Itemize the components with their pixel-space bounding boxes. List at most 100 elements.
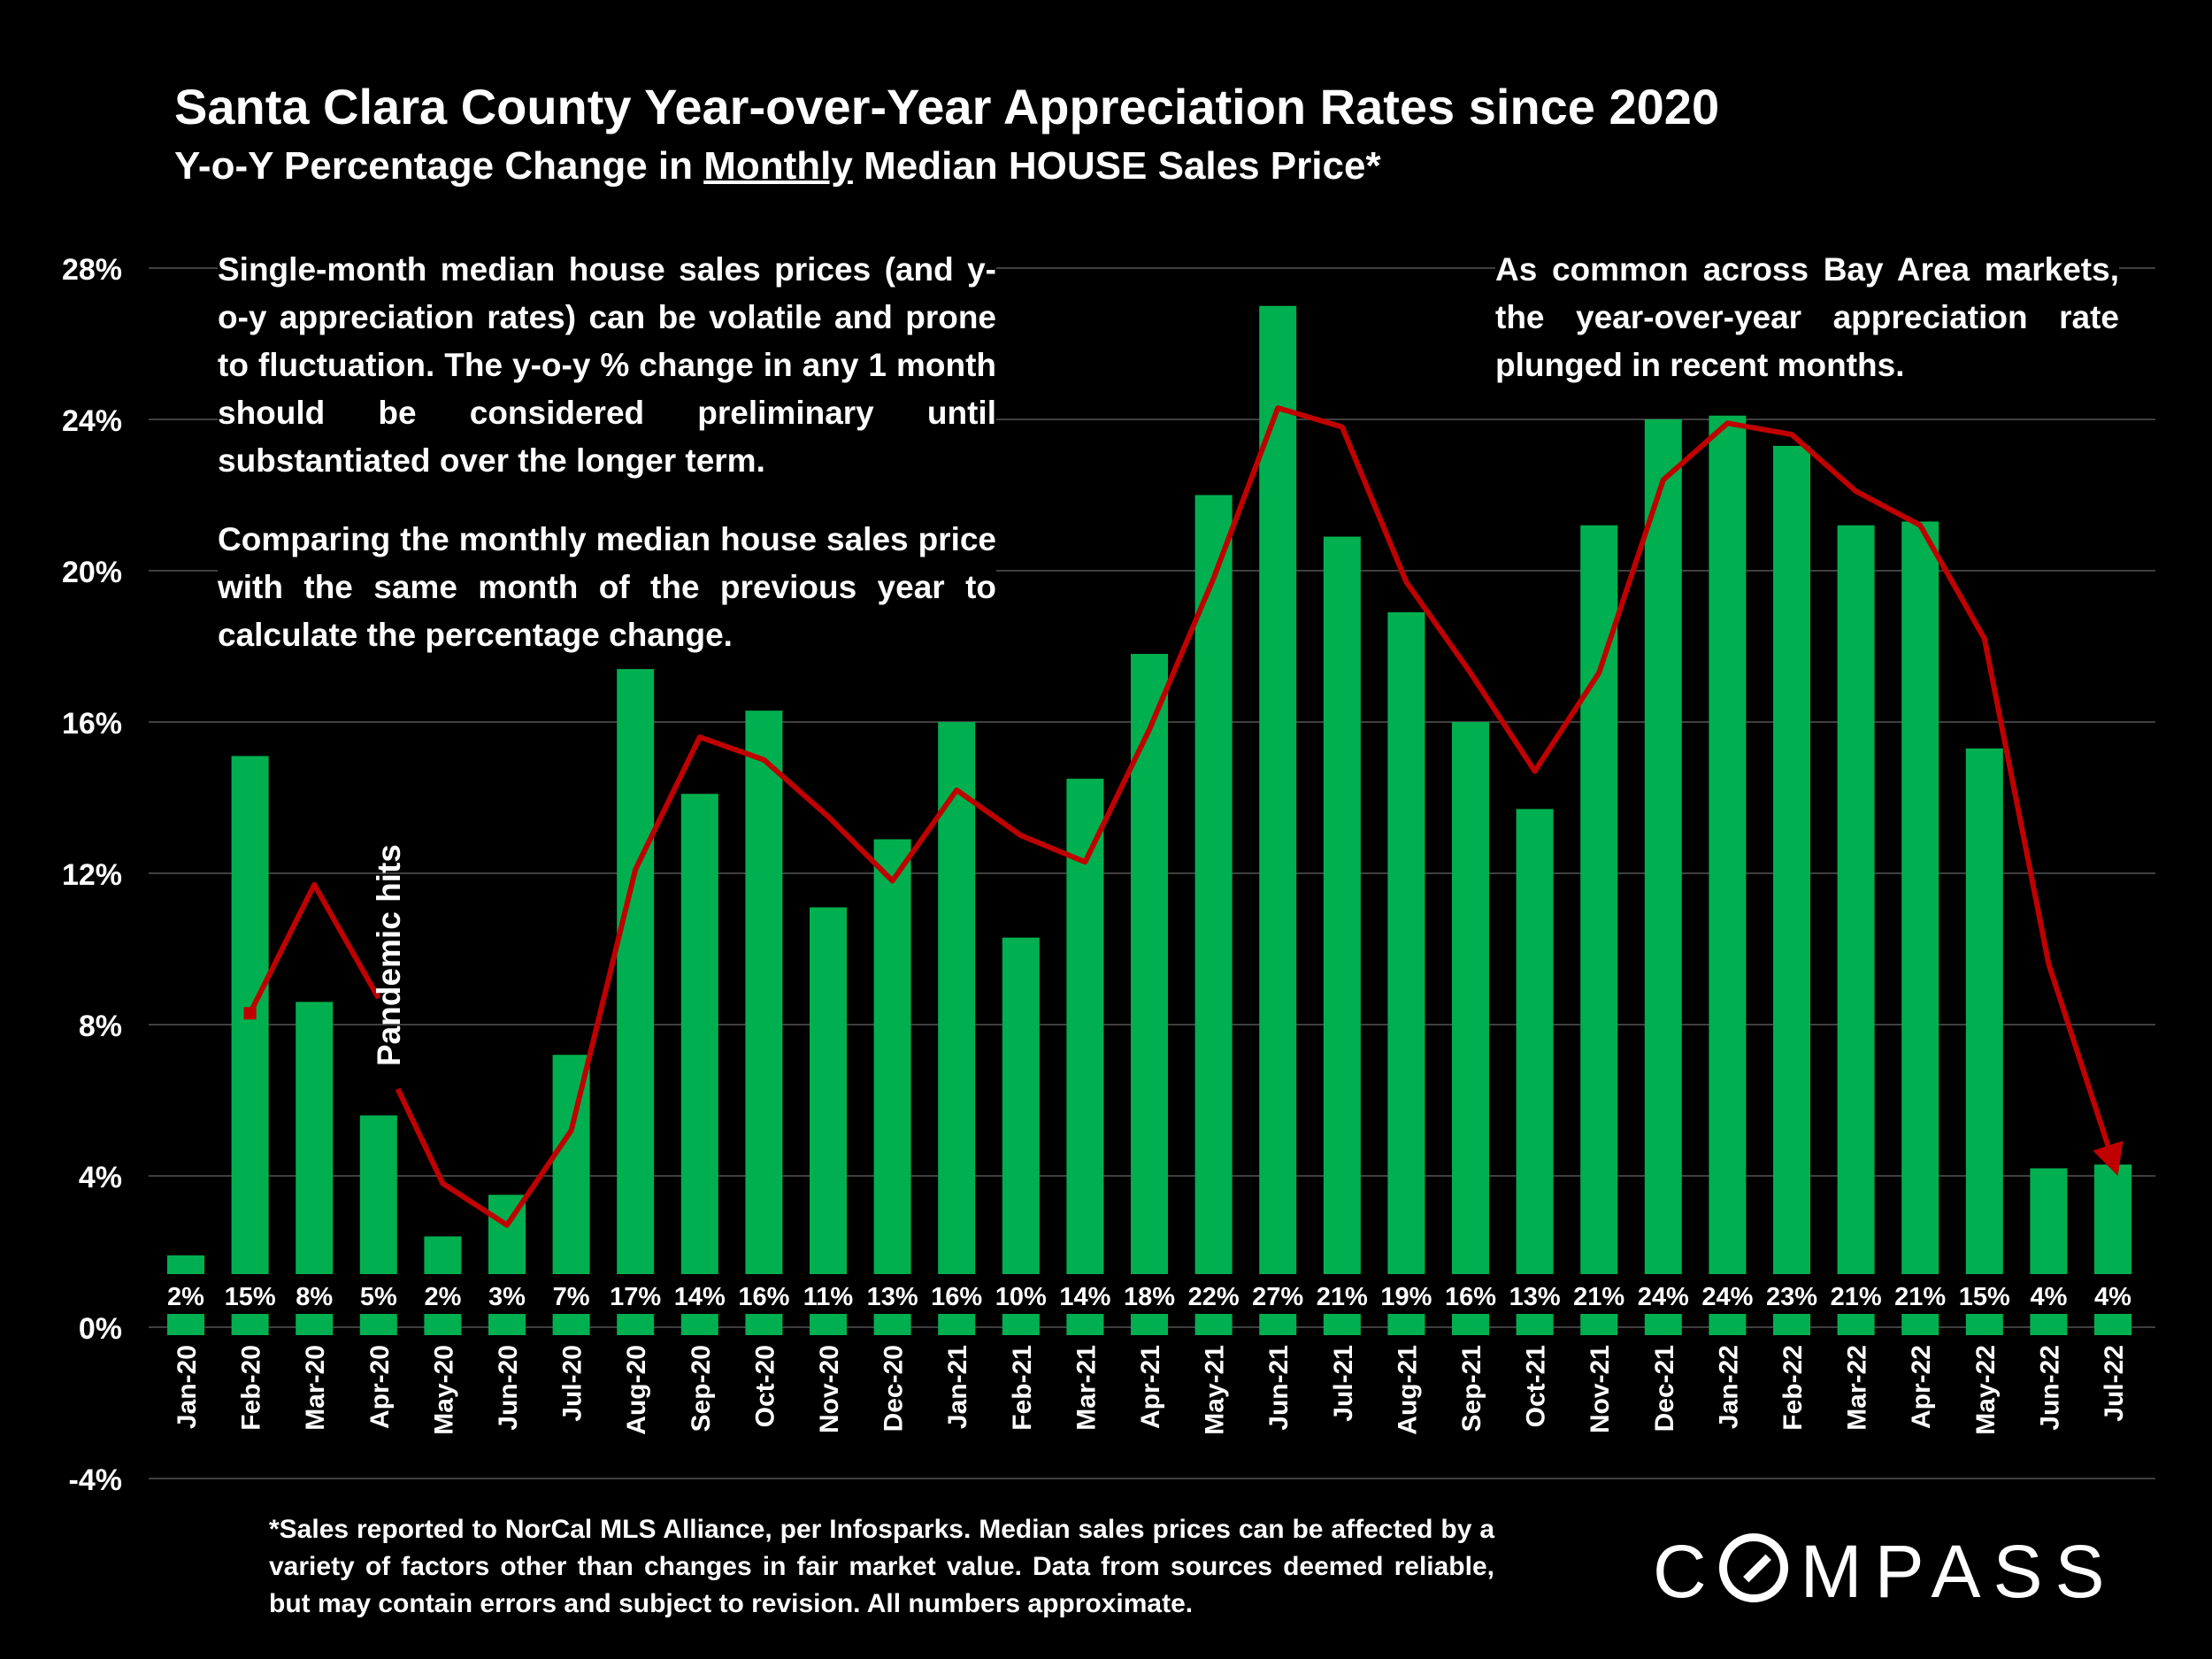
- x-tick-label: Dec-20: [879, 1345, 909, 1432]
- bar: [617, 669, 655, 1327]
- y-tick-label: 12%: [62, 858, 122, 892]
- bar-base: [1709, 1327, 1747, 1335]
- bar-base: [1387, 1327, 1425, 1335]
- x-tick-label: Jan-22: [1714, 1345, 1743, 1429]
- bar-base: [1773, 1327, 1810, 1335]
- data-label: 2%: [424, 1283, 461, 1311]
- bar: [1965, 748, 2003, 1327]
- y-tick-label: 20%: [62, 556, 122, 589]
- bar: [1901, 521, 1939, 1327]
- x-tick-label: Feb-20: [237, 1345, 266, 1431]
- bar-base: [938, 1327, 976, 1335]
- x-tick-label: Mar-20: [301, 1345, 330, 1431]
- x-tick-label: Nov-21: [1586, 1345, 1615, 1433]
- bar: [1516, 809, 1554, 1327]
- y-tick-label: 8%: [79, 1010, 122, 1043]
- data-label: 4%: [2030, 1283, 2067, 1311]
- data-label: 16%: [1445, 1283, 1496, 1311]
- data-label: 17%: [610, 1283, 661, 1311]
- x-tick-label: Feb-21: [1008, 1345, 1037, 1431]
- x-tick-label: May-22: [1971, 1345, 2001, 1435]
- bay-area-note: As common across Bay Area markets, the y…: [1495, 246, 2119, 389]
- bar: [810, 907, 847, 1327]
- x-tick-label: Nov-20: [815, 1345, 844, 1433]
- subtitle-emphasis: Monthly: [703, 144, 853, 188]
- data-label: 13%: [1509, 1283, 1561, 1311]
- x-tick-label: Jun-21: [1264, 1345, 1294, 1431]
- chart-title: Santa Clara County Year-over-Year Apprec…: [174, 79, 1720, 134]
- bar: [1066, 779, 1104, 1327]
- x-tick-label: Apr-22: [1907, 1345, 1936, 1429]
- bar-base: [167, 1327, 204, 1335]
- data-label: 21%: [1831, 1283, 1882, 1311]
- bar-base: [2094, 1327, 2131, 1335]
- x-tick-label: Feb-22: [1778, 1345, 1808, 1431]
- bar-base: [296, 1327, 334, 1335]
- x-tick-label: Jul-21: [1329, 1345, 1358, 1422]
- bar-base: [552, 1327, 590, 1335]
- data-label: 18%: [1124, 1283, 1175, 1311]
- bar: [1387, 612, 1425, 1327]
- x-tick-label: Jan-20: [173, 1345, 202, 1429]
- bar-base: [231, 1327, 269, 1335]
- pandemic-annotation: Pandemic hits: [371, 844, 407, 1066]
- bar: [745, 710, 783, 1327]
- data-label: 11%: [803, 1283, 854, 1311]
- bar: [1644, 419, 1682, 1327]
- data-label: 24%: [1701, 1283, 1753, 1311]
- trend-line: [247, 881, 381, 1015]
- bar: [680, 794, 718, 1327]
- x-tick-label: Oct-21: [1522, 1345, 1551, 1427]
- volatility-note: Single-month median house sales prices (…: [218, 246, 996, 485]
- bar: [1323, 536, 1361, 1327]
- x-tick-label: Jun-22: [2035, 1345, 2064, 1431]
- bar: [1709, 415, 1747, 1328]
- bar: [1259, 305, 1297, 1327]
- bar: [1452, 722, 1489, 1327]
- data-label: 5%: [360, 1283, 397, 1311]
- data-label: 3%: [488, 1283, 526, 1311]
- data-label: 4%: [2094, 1283, 2131, 1311]
- logo-letter-c: C: [1653, 1530, 1719, 1613]
- x-tick-label: Sep-21: [1457, 1345, 1486, 1432]
- bar: [873, 839, 911, 1327]
- data-label: 2%: [167, 1283, 204, 1311]
- subtitle-start: Y-o-Y Percentage Change in: [174, 144, 704, 188]
- y-tick-label: 4%: [79, 1161, 122, 1194]
- bar-base: [873, 1327, 911, 1335]
- data-label: 10%: [995, 1283, 1047, 1311]
- bar-base: [1323, 1327, 1361, 1335]
- data-label: 15%: [225, 1283, 276, 1311]
- data-label: 23%: [1766, 1283, 1817, 1311]
- logo-compass-o-icon: [1718, 1533, 1788, 1602]
- bar-base: [1002, 1327, 1040, 1335]
- bar: [1773, 445, 1810, 1327]
- footnote: *Sales reported to NorCal MLS Alliance, …: [269, 1515, 1494, 1618]
- y-tick-label: 28%: [62, 253, 122, 287]
- bar: [938, 722, 976, 1327]
- data-label: 21%: [1573, 1283, 1624, 1311]
- x-tick-label: Jul-20: [558, 1345, 588, 1422]
- bar-base: [1837, 1327, 1875, 1335]
- data-label: 21%: [1317, 1283, 1368, 1311]
- x-tick-label: Mar-21: [1071, 1345, 1101, 1431]
- x-tick-label: May-20: [429, 1345, 458, 1435]
- data-label: 16%: [738, 1283, 789, 1311]
- compass-logo: C MPASS: [1653, 1529, 2117, 1615]
- x-tick-label: Aug-20: [622, 1345, 651, 1435]
- data-label: 19%: [1380, 1283, 1432, 1311]
- x-tick-label: Apr-21: [1136, 1345, 1165, 1429]
- y-tick-label: 16%: [62, 707, 122, 741]
- x-tick-label: Apr-20: [365, 1345, 395, 1429]
- x-tick-label: Oct-20: [750, 1345, 780, 1427]
- data-label: 14%: [1059, 1283, 1110, 1311]
- data-label-band: [149, 1274, 2155, 1314]
- bar-base: [359, 1327, 397, 1335]
- y-tick-label: -4%: [69, 1463, 122, 1497]
- data-label: 24%: [1638, 1283, 1689, 1311]
- bar: [231, 756, 269, 1327]
- data-label: 16%: [931, 1283, 982, 1311]
- bar-base: [617, 1327, 655, 1335]
- bar-base: [1901, 1327, 1939, 1335]
- bar-base: [1066, 1327, 1104, 1335]
